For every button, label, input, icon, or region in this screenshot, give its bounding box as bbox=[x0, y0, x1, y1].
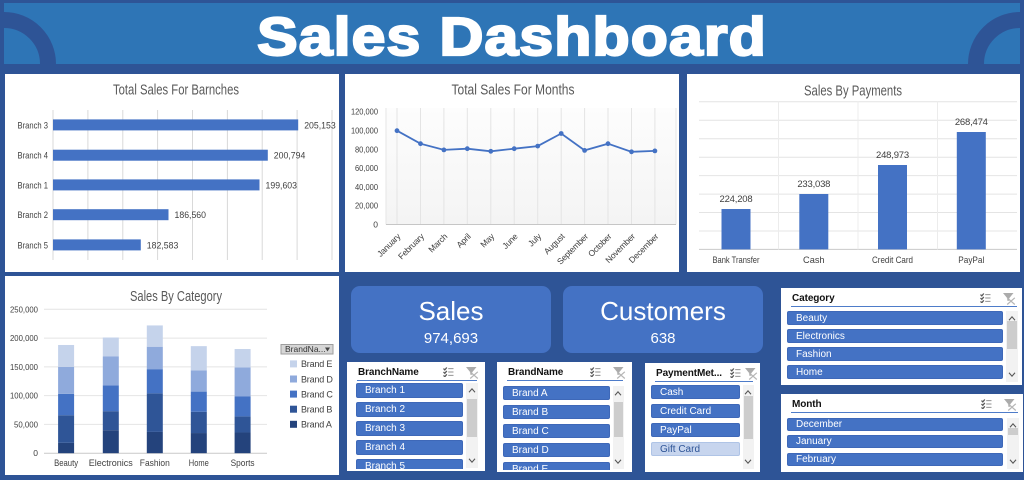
svg-text:200,000: 200,000 bbox=[10, 333, 38, 343]
svg-text:Brand B: Brand B bbox=[301, 405, 332, 415]
svg-text:July: July bbox=[526, 231, 544, 249]
svg-text:Branch 2: Branch 2 bbox=[18, 210, 49, 221]
svg-text:Branch 5: Branch 5 bbox=[18, 240, 49, 251]
svg-text:Branch 1: Branch 1 bbox=[18, 180, 49, 191]
svg-text:205,153: 205,153 bbox=[304, 120, 336, 131]
svg-text:Sales By Category: Sales By Category bbox=[130, 289, 223, 305]
svg-text:Sports: Sports bbox=[231, 458, 255, 469]
svg-text:Brand D: Brand D bbox=[301, 374, 333, 384]
svg-text:Bank Transfer: Bank Transfer bbox=[713, 255, 760, 266]
svg-text:Brand E: Brand E bbox=[301, 359, 332, 369]
svg-text:Cash: Cash bbox=[803, 255, 825, 266]
svg-text:Beauty: Beauty bbox=[54, 458, 78, 469]
svg-text:0: 0 bbox=[33, 448, 38, 458]
svg-text:199,603: 199,603 bbox=[266, 180, 298, 191]
svg-text:Total Sales For Months: Total Sales For Months bbox=[452, 83, 575, 99]
svg-text:June: June bbox=[500, 231, 520, 251]
svg-text:Fashion: Fashion bbox=[140, 458, 170, 469]
svg-text:268,474: 268,474 bbox=[955, 117, 988, 128]
svg-text:Electronics: Electronics bbox=[89, 458, 133, 469]
svg-text:60,000: 60,000 bbox=[355, 163, 378, 173]
svg-text:20,000: 20,000 bbox=[355, 201, 378, 211]
svg-text:Brand C: Brand C bbox=[301, 389, 333, 399]
svg-text:BrandNa...: BrandNa... bbox=[285, 344, 326, 354]
svg-text:100,000: 100,000 bbox=[10, 391, 38, 401]
svg-text:PayPal: PayPal bbox=[958, 255, 984, 266]
svg-text:0: 0 bbox=[373, 220, 378, 230]
svg-text:150,000: 150,000 bbox=[10, 362, 38, 372]
svg-text:186,560: 186,560 bbox=[175, 210, 207, 221]
svg-text:248,973: 248,973 bbox=[876, 150, 909, 161]
svg-text:200,794: 200,794 bbox=[274, 151, 306, 162]
svg-text:50,000: 50,000 bbox=[14, 419, 38, 429]
svg-text:Credit Card: Credit Card bbox=[872, 255, 913, 266]
svg-text:May: May bbox=[478, 231, 497, 250]
svg-text:40,000: 40,000 bbox=[355, 182, 378, 192]
svg-text:Branch 4: Branch 4 bbox=[18, 151, 49, 162]
svg-text:250,000: 250,000 bbox=[10, 304, 38, 314]
svg-text:March: March bbox=[426, 231, 449, 254]
svg-text:182,583: 182,583 bbox=[147, 240, 179, 251]
svg-text:Total Sales For Barnches: Total Sales For Barnches bbox=[113, 83, 239, 99]
svg-text:100,000: 100,000 bbox=[351, 126, 378, 136]
svg-text:February: February bbox=[396, 231, 427, 262]
svg-text:120,000: 120,000 bbox=[351, 107, 378, 117]
svg-text:80,000: 80,000 bbox=[355, 144, 378, 154]
svg-text:Sales By Payments: Sales By Payments bbox=[804, 84, 902, 100]
svg-text:April: April bbox=[454, 231, 473, 250]
svg-text:Branch 3: Branch 3 bbox=[18, 120, 49, 131]
svg-text:Brand A: Brand A bbox=[301, 420, 332, 430]
svg-text:Home: Home bbox=[189, 458, 209, 469]
svg-text:224,208: 224,208 bbox=[720, 194, 753, 205]
svg-text:233,038: 233,038 bbox=[797, 179, 830, 190]
